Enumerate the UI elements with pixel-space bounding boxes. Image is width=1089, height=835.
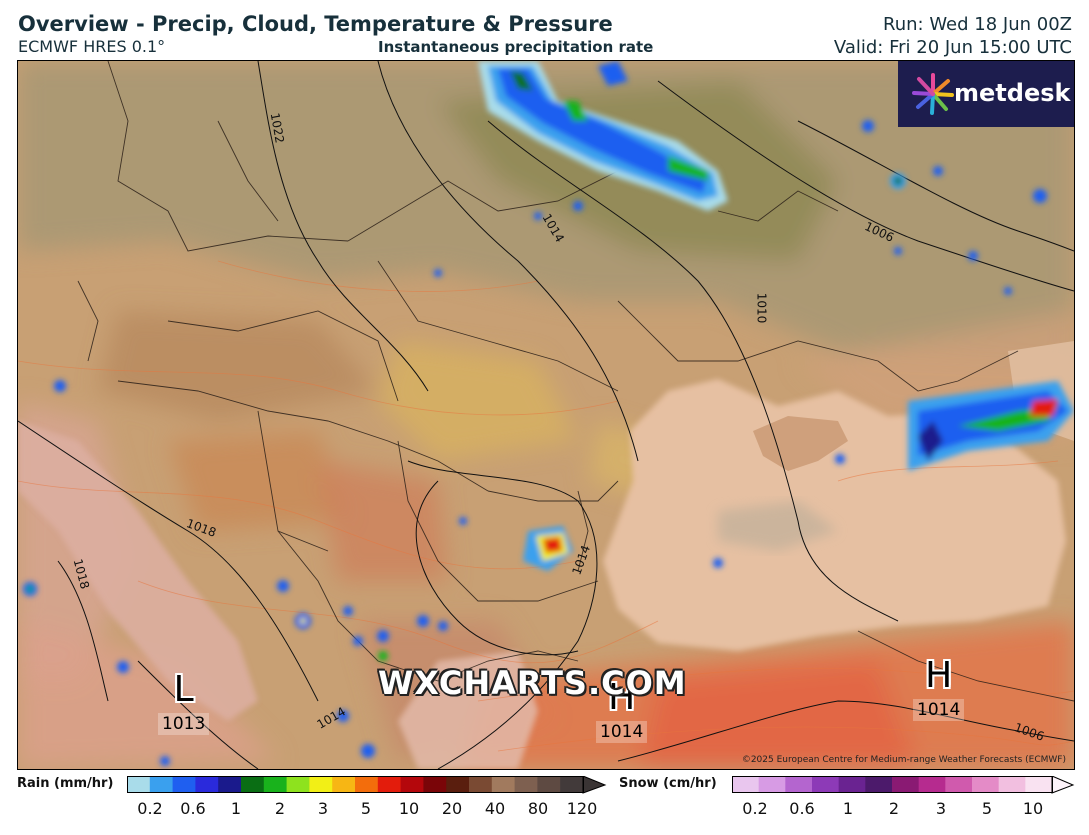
colorbar-segment (195, 776, 219, 793)
snow-legend-title: Snow (cm/hr) (619, 776, 717, 791)
metdesk-logo: metdesk (898, 61, 1074, 127)
colorbar-segment (172, 776, 196, 793)
logo-burst-icon (912, 73, 954, 115)
rain-tick: 0.2 (137, 799, 163, 818)
colorbar-segment (469, 776, 493, 793)
snow-colorbar (732, 776, 1075, 794)
crimea (753, 416, 848, 471)
rain-tick: 3 (317, 799, 329, 818)
logo-text: metdesk (954, 79, 1071, 107)
colorbar-segment (149, 776, 174, 793)
colorbar-segment (309, 776, 333, 793)
rain-tick: 40 (484, 799, 506, 818)
country-borders (77, 61, 1074, 702)
pressure-value: 1014 (596, 721, 648, 743)
pressure-letter: H (608, 677, 636, 718)
rain-tick: 10 (398, 799, 420, 818)
pressure-letter: L (173, 669, 194, 710)
rain-colorbar (127, 776, 607, 794)
run-time: Run: Wed 18 Jun 00Z (883, 14, 1072, 35)
colorbar-segment (127, 776, 151, 793)
colorbar-segment (514, 776, 538, 793)
colorbar-segment (560, 776, 584, 793)
rain-tick: 0.6 (180, 799, 206, 818)
copyright-notice: ©2025 European Centre for Medium-range W… (741, 755, 1066, 765)
model-name: ECMWF HRES 0.1° (18, 37, 166, 56)
colorbar-segment (241, 776, 265, 793)
colorbar-segment (377, 776, 402, 793)
pressure-value: 1014 (913, 699, 965, 721)
rain-tick: 20 (441, 799, 463, 818)
high-pressure-center: H 1014 (913, 655, 965, 721)
snow-tick: 0.6 (789, 799, 815, 818)
rain-legend-title: Rain (mm/hr) (17, 776, 114, 791)
colorbar-segment (758, 776, 786, 793)
map-canvas (18, 61, 1074, 769)
chart-subtitle: Instantaneous precipitation rate (378, 38, 654, 56)
aegean-sea (398, 651, 538, 769)
low-pressure-center: L 1013 (158, 669, 210, 735)
valid-time: Valid: Fri 20 Jun 15:00 UTC (833, 37, 1072, 58)
precipitation-cells (23, 61, 1074, 766)
colorbar-segment (998, 776, 1026, 793)
colorbar-segment (263, 776, 288, 793)
colorbar-segment (838, 776, 866, 793)
rain-tick: 80 (527, 799, 549, 818)
colorbar-segment (400, 776, 424, 793)
colorbar-segment (865, 776, 893, 793)
colorbar-segment (423, 776, 447, 793)
pressure-letter: H (925, 655, 953, 696)
colorbar-segment (537, 776, 561, 793)
colorbar-segment (945, 776, 973, 793)
rain-tick: 1 (230, 799, 242, 818)
colorbar-segment (332, 776, 356, 793)
colorbar-segment (1025, 776, 1053, 793)
snow-tick: 5 (981, 799, 993, 818)
cloud-layer (18, 61, 1074, 769)
isobar-label: 1010 (754, 292, 769, 324)
pressure-value: 1013 (158, 713, 210, 735)
high-pressure-center: H 1014 (596, 677, 648, 743)
weather-map[interactable]: metdesk 1022 1014 1010 1006 1018 1018 10… (17, 60, 1075, 770)
colorbar-segment (491, 776, 516, 793)
snow-tick: 10 (1022, 799, 1044, 818)
snow-tick: 0.2 (742, 799, 768, 818)
snow-tick: 2 (888, 799, 900, 818)
colorbar-segment (918, 776, 946, 793)
colorbar-segment (785, 776, 813, 793)
rain-colorbar-arrow (582, 776, 607, 794)
colorbar-segment (972, 776, 1000, 793)
snow-colorbar-arrow (1051, 776, 1075, 794)
rain-tick: 120 (566, 799, 598, 818)
colorbar-segment (446, 776, 470, 793)
snow-tick: 3 (935, 799, 947, 818)
chart-title: Overview - Precip, Cloud, Temperature & … (18, 12, 613, 36)
snow-tick: 1 (842, 799, 854, 818)
colorbar-segment (732, 776, 760, 793)
rain-tick: 2 (274, 799, 286, 818)
colorbar-segment (218, 776, 242, 793)
colorbar-segment (355, 776, 379, 793)
colorbar-segment (286, 776, 310, 793)
rain-tick: 5 (360, 799, 372, 818)
isobars (18, 61, 1074, 769)
colorbar-segment (812, 776, 840, 793)
adriatic-sea (18, 421, 258, 721)
colorbar-segment (892, 776, 920, 793)
watermark: WXCHARTS.COM (378, 664, 687, 702)
